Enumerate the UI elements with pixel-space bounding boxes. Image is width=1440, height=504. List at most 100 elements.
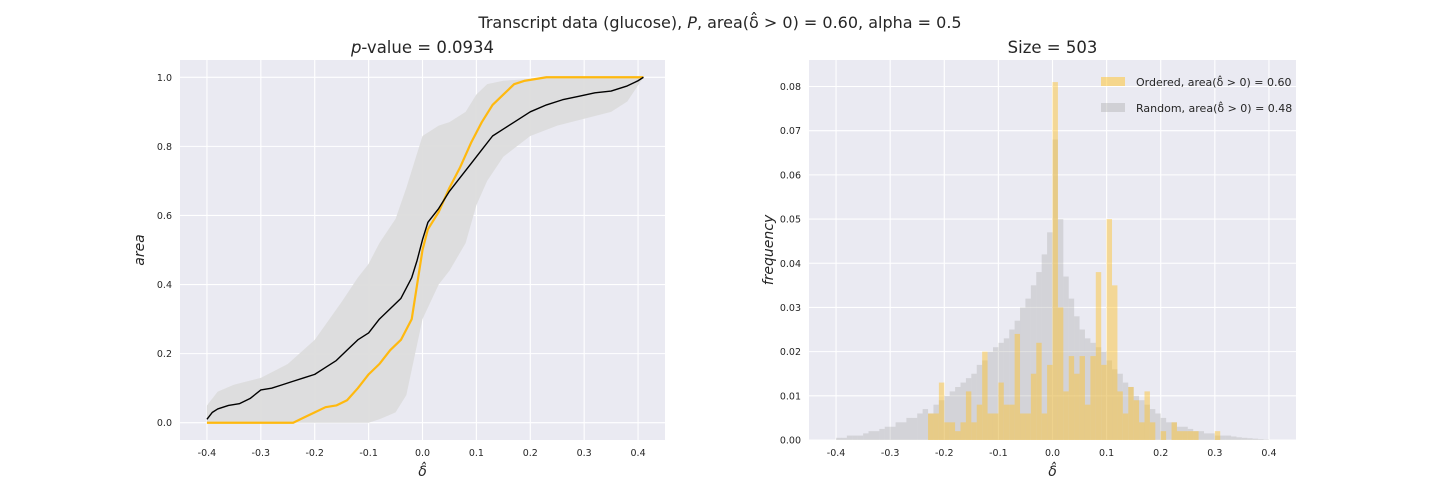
right-ytick-label: 0.08 [780,82,801,93]
right-hist-bar [1030,373,1037,440]
left-xtick-label: -0.3 [252,448,271,459]
right-hist-bar [1160,417,1167,440]
left-ytick-label: 1.0 [157,73,172,84]
right-hist-bar [1155,413,1161,440]
right-panel-histogram: -0.4 -0.3 -0.2 -0.1 0.0 0.1 0.2 0.3 0.4 0.00 0.01 0… [761,38,1296,480]
right-xtick-label: 0.1 [1099,448,1114,459]
right-hist-bar [1128,386,1134,440]
right-hist-bar [928,413,934,440]
left-xtick-label: 0.4 [631,448,646,459]
right-hist-bar [1095,347,1102,440]
right-hist-bar [906,417,912,440]
right-hist-bar [1090,356,1096,440]
legend-entry-label: Random, area(δ̂ > 0) = 0.48 [1136,101,1292,115]
right-hist-bar [1231,436,1237,440]
right-ytick-label: 0.03 [780,303,801,314]
left-xlabel: δ̂ [418,461,427,480]
right-hist-bar [857,435,864,440]
right-hist-bar [884,426,891,440]
right-hist-bar [982,351,988,440]
right-xlabel: δ̂ [1048,461,1057,480]
right-hist-bar [1030,285,1037,440]
right-ytick-label: 0.02 [780,347,801,358]
right-hist-bar [1074,373,1080,440]
legend-swatch [1101,103,1125,112]
right-hist-bar [1074,316,1080,440]
left-panel-area-curve: -0.4 -0.3 -0.2 -0.1 0.0 0.1 0.2 0.3 0.4 0.0 0.2 0.4… [132,38,665,480]
left-title: p-value = 0.0934 [350,38,494,57]
legend-entry-label: Ordered, area(δ̂ > 0) = 0.60 [1136,75,1292,89]
right-hist-bar [965,391,972,440]
right-hist-bar [879,428,885,440]
right-hist-bar [1139,400,1145,440]
right-hist-bar [911,417,918,440]
right-hist-bar [1198,431,1205,440]
right-hist-bar [1122,382,1129,440]
right-hist-bar [971,422,977,440]
right-hist-bar [1247,438,1253,440]
right-hist-bar [1079,356,1085,440]
legend-swatch [1101,77,1125,86]
right-hist-bar [1057,307,1064,440]
right-ylabel: frequency [761,214,777,285]
right-hist-bar [873,431,880,440]
right-hist-bar [928,413,934,440]
left-xtick-label: -0.4 [198,448,217,459]
figure-suptitle: Transcript data (glucose), P, area(δ̂ > … [477,12,961,32]
right-hist-bar [1236,437,1242,440]
right-ytick-label: 0.06 [780,170,801,181]
right-hist-bar [955,431,961,440]
right-ytick-label: 0.01 [780,391,801,402]
right-hist-bar [1025,298,1031,440]
left-xtick-label: -0.1 [359,448,378,459]
right-hist-bar [992,347,999,440]
right-hist-bar [1193,431,1199,440]
right-hist-bar [1112,369,1118,440]
left-ytick-label: 0.4 [157,280,172,291]
right-hist-bar [1112,285,1118,440]
right-hist-bar [1182,426,1188,440]
left-ytick-label: 0.6 [157,211,172,222]
right-xtick-label: 0.2 [1153,448,1168,459]
right-hist-bar [1144,404,1150,440]
right-hist-bar [949,422,956,440]
right-hist-bar [938,400,945,440]
right-hist-bar [933,413,939,440]
right-grid [809,60,1296,441]
right-hist-bar [1176,426,1183,440]
right-hist-bar [998,342,1004,440]
right-hist-bar [1068,356,1075,440]
left-ytick-label: 0.2 [157,349,172,360]
right-hist-bar [1095,272,1102,440]
right-hist-bar [1122,413,1129,440]
right-xtick-label: 0.0 [1045,448,1060,459]
right-hist-bar [900,422,907,440]
left-ylabel: area [132,234,148,266]
right-hist-bar [1084,404,1091,440]
right-hist-bar [1133,400,1140,440]
right-hist-bar [1214,435,1221,440]
right-hist-bar [1176,431,1183,440]
right-hist-bar [1090,342,1096,440]
right-hist-bar [917,413,923,440]
left-xtick-label: 0.3 [577,448,592,459]
right-hist-bar [1025,413,1031,440]
right-hist-bar [1101,364,1107,440]
right-hist-bar [1144,391,1150,440]
right-hist-bar [944,395,950,440]
right-hist-bar [992,413,999,440]
left-confidence-band [206,77,644,423]
right-series-random-bars [836,139,1269,440]
right-hist-bar [982,360,988,440]
left-series-ordered-line [206,76,644,424]
right-hist-bar [852,435,858,440]
right-hist-bar [1079,329,1085,440]
right-series-ordered-bars [928,82,1221,440]
left-xtick-label: 0.0 [415,448,430,459]
right-hist-bar [1149,409,1156,440]
right-hist-bar [1009,329,1015,440]
right-hist-bar [863,433,869,440]
right-hist-bar [955,386,961,440]
right-hist-bar [944,422,950,440]
right-hist-bar [1052,139,1058,440]
